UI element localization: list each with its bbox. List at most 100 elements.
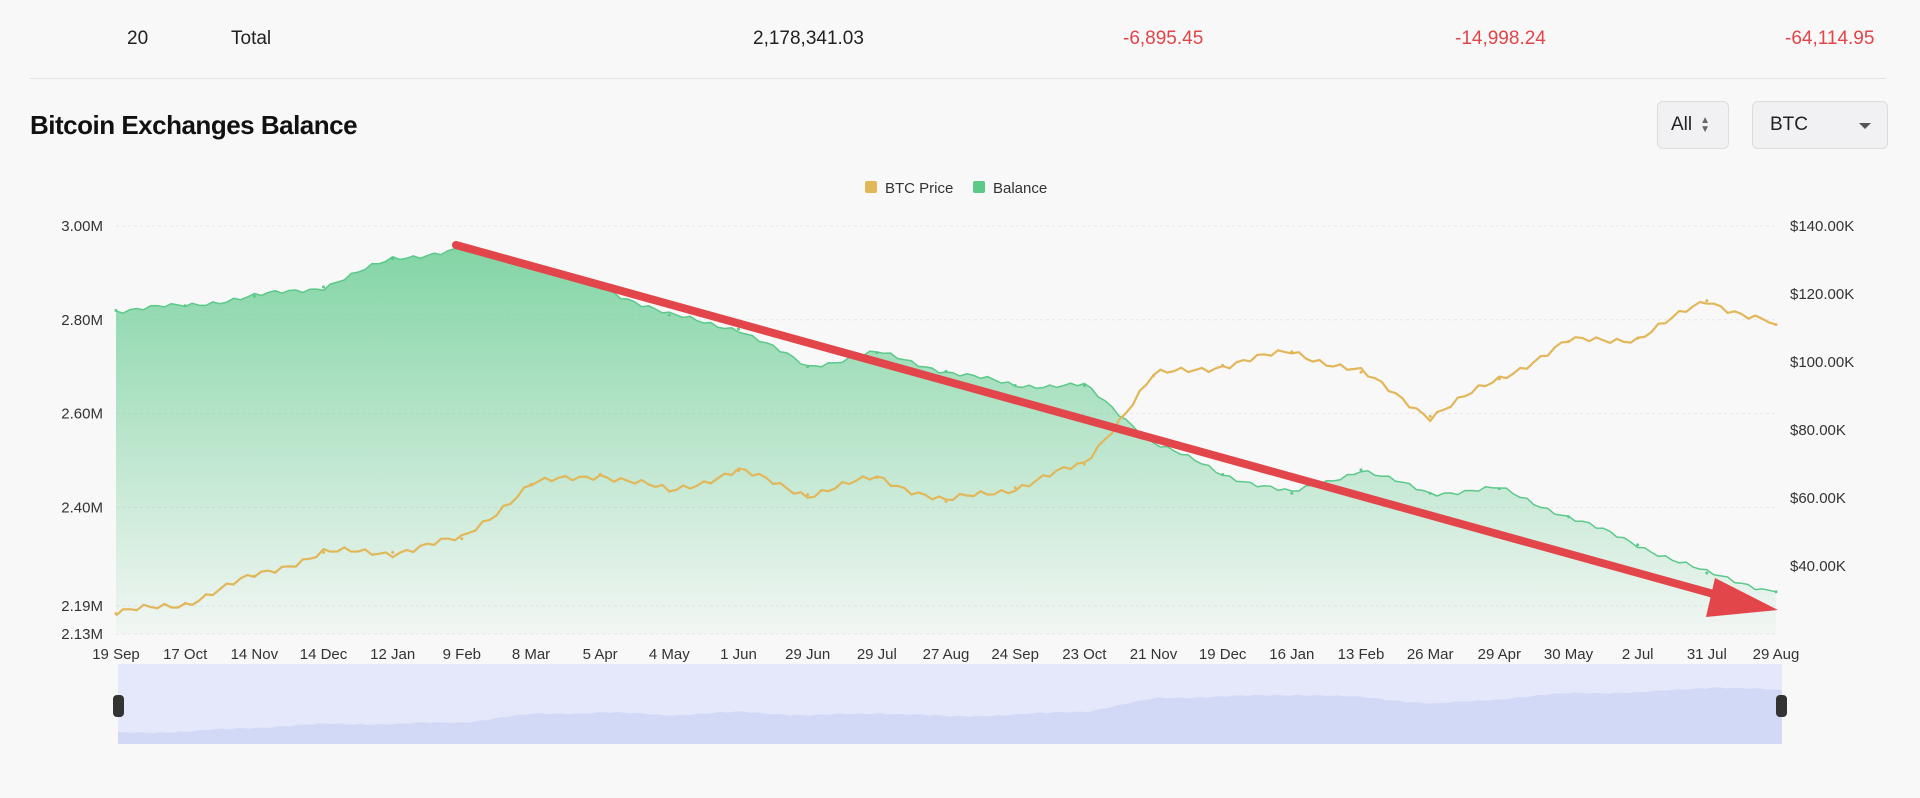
row-rank: 20 xyxy=(127,28,149,49)
x-axis-tick: 29 Jun xyxy=(785,646,830,663)
balance-point xyxy=(1013,383,1017,387)
trend-arrow xyxy=(452,241,1778,617)
x-axis-tick: 21 Nov xyxy=(1130,646,1178,663)
btc-price-line xyxy=(115,300,1777,617)
btc-price-point xyxy=(737,469,740,473)
chart-points xyxy=(114,247,1778,616)
btc-price-point xyxy=(1359,370,1363,374)
balance-point xyxy=(391,257,395,261)
btc-price-point xyxy=(1013,486,1017,490)
trend-arrow-shaft xyxy=(452,241,1732,602)
btc-price-point xyxy=(944,499,948,503)
right-axis-tick: $120.00K xyxy=(1790,286,1854,303)
balance-point xyxy=(875,351,879,355)
btc-price-point xyxy=(1290,350,1294,354)
row-divider xyxy=(30,78,1886,79)
btc-price-point xyxy=(252,574,256,578)
btc-price-point xyxy=(1497,377,1501,381)
x-axis: 19 Sep 17 Oct 14 Nov 14 Dec 12 Jan 9 Feb 8 Mar… xyxy=(92,646,1799,663)
x-axis-tick: 19 Dec xyxy=(1199,646,1247,663)
chart-title: Bitcoin Exchanges Balance xyxy=(30,110,358,140)
balance-point xyxy=(1428,491,1432,495)
btc-price-point xyxy=(1082,462,1086,466)
x-axis-tick: 4 May xyxy=(649,646,690,663)
x-axis-tick: 24 Sep xyxy=(991,646,1039,663)
left-axis-tick: 3.00M xyxy=(61,218,103,235)
right-axis-tick: $140.00K xyxy=(1790,218,1854,235)
btc-price-point xyxy=(1705,299,1709,303)
btc-price-point xyxy=(875,476,879,480)
right-axis: $140.00K $120.00K $100.00K $80.00K $60.00K $4… xyxy=(1790,218,1854,575)
btc-price-point xyxy=(1636,336,1640,340)
row-change-2: -14,998.24 xyxy=(1455,28,1546,49)
left-axis-tick: 2.60M xyxy=(61,406,103,423)
x-axis-tick: 29 Aug xyxy=(1753,646,1800,663)
x-axis-tick: 1 Jun xyxy=(720,646,757,663)
balance-point xyxy=(1290,491,1294,495)
balance-point xyxy=(1705,571,1709,575)
left-axis-tick: 2.13M xyxy=(61,626,103,643)
row-change-3: -64,114.95 xyxy=(1785,28,1875,49)
balance-point xyxy=(114,308,118,312)
asset-dropdown-label: BTC xyxy=(1770,114,1808,135)
x-axis-tick: 29 Jul xyxy=(857,646,897,663)
left-axis: 3.00M 2.80M 2.60M 2.40M 2.19M 2.13M xyxy=(61,218,103,643)
row-balance: 2,178,341.03 xyxy=(753,28,864,49)
balance-point xyxy=(322,285,325,289)
legend-label-balance[interactable]: Balance xyxy=(993,180,1047,197)
summary-total-row: 20 Total 2,178,341.03 -6,895.45 -14,998.… xyxy=(0,0,1920,78)
left-axis-tick: 2.19M xyxy=(61,598,103,615)
btc-price-point xyxy=(114,612,118,616)
x-axis-tick: 16 Jan xyxy=(1269,646,1314,663)
balance-point xyxy=(1082,383,1086,387)
legend-label-price[interactable]: BTC Price xyxy=(885,180,953,197)
x-axis-tick: 31 Jul xyxy=(1687,646,1727,663)
range-select[interactable]: All ▲ ▼ xyxy=(1657,101,1729,149)
btc-price-point xyxy=(322,550,325,554)
x-axis-tick: 8 Mar xyxy=(512,646,550,663)
right-axis-tick: $80.00K xyxy=(1790,422,1846,439)
btc-price-point xyxy=(1774,323,1778,327)
x-axis-tick: 26 Mar xyxy=(1407,646,1454,663)
balance-point xyxy=(806,365,810,369)
x-axis-tick: 14 Nov xyxy=(231,646,279,663)
x-axis-tick: 19 Sep xyxy=(92,646,140,663)
balance-point xyxy=(1497,487,1501,491)
btc-price-point xyxy=(391,550,395,554)
range-select-label: All xyxy=(1671,114,1693,135)
legend-swatch-balance xyxy=(973,181,985,193)
x-axis-tick: 12 Jan xyxy=(370,646,415,663)
row-change-1: -6,895.45 xyxy=(1123,28,1204,49)
x-axis-tick: 17 Oct xyxy=(163,646,208,663)
btc-price-point xyxy=(1428,414,1432,418)
balance-point xyxy=(944,369,948,373)
right-axis-tick: $100.00K xyxy=(1790,354,1854,371)
balance-point xyxy=(1567,515,1570,519)
x-axis-tick: 14 Dec xyxy=(300,646,348,663)
x-axis-tick: 13 Feb xyxy=(1338,646,1385,663)
row-name: Total xyxy=(231,28,272,49)
x-axis-tick: 2 Jul xyxy=(1622,646,1654,663)
chevron-down-icon xyxy=(1859,123,1871,129)
balance-area xyxy=(116,248,1776,634)
balance-point xyxy=(1774,590,1778,594)
btc-price-point xyxy=(598,472,602,476)
right-axis-tick: $40.00K xyxy=(1790,558,1846,575)
trend-arrow-head xyxy=(1706,578,1778,617)
left-axis-tick: 2.40M xyxy=(61,499,103,516)
balance-point xyxy=(1636,543,1640,547)
asset-dropdown[interactable]: BTC xyxy=(1752,101,1888,149)
btc-price-point xyxy=(1152,374,1155,378)
x-axis-tick: 27 Aug xyxy=(923,646,970,663)
navigator-handle-right[interactable] xyxy=(1776,695,1787,717)
right-axis-tick: $60.00K xyxy=(1790,490,1846,507)
btc-price-point xyxy=(667,489,671,493)
btc-price-point xyxy=(806,493,810,497)
navigator-handle-left[interactable] xyxy=(113,695,124,717)
range-navigator[interactable] xyxy=(113,664,1787,744)
left-axis-tick: 2.80M xyxy=(61,312,103,329)
balance-point xyxy=(252,294,256,298)
balance-point xyxy=(183,304,187,308)
btc-price-point xyxy=(529,482,533,486)
